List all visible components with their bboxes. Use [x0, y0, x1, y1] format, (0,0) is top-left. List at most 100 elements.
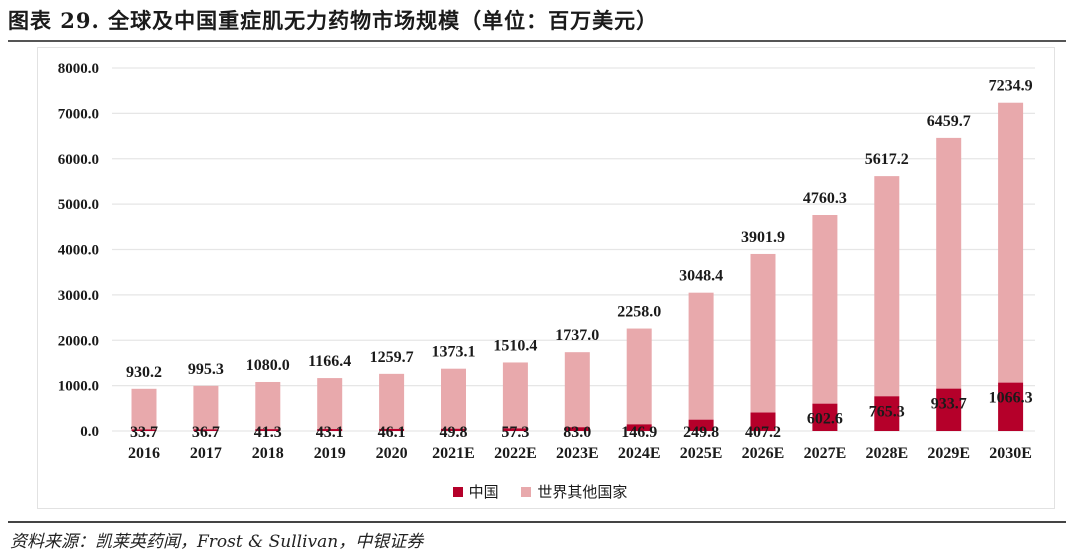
- y-axis-ticks: 0.0 1000.0 2000.0 3000.0 4000.0 5000.0 6000.0 7…: [58, 61, 99, 440]
- bar-segment-rest-of-world: [688, 292, 714, 420]
- china-value-label: 765.3: [869, 403, 905, 420]
- x-tick-label: 2026E: [742, 445, 785, 462]
- bar-segment-rest-of-world: [564, 352, 590, 428]
- bar-segment-china: [812, 403, 838, 431]
- legend: 中国 世界其他国家: [0, 481, 1080, 502]
- bar-segment-china: [874, 396, 900, 431]
- china-value-label: 46.1: [378, 424, 406, 441]
- y-tick-label: 6000.0: [58, 152, 99, 168]
- bar-segment-rest-of-world: [502, 362, 528, 429]
- x-tick-label: 2029E: [927, 445, 970, 462]
- china-value-label: 407.2: [745, 424, 781, 441]
- total-value-label: 6459.7: [927, 113, 971, 130]
- data-labels: 930.2 33.7 995.3 36.7 1080.0 41.3 1166.4 43.1 12…: [126, 78, 1033, 441]
- y-tick-label: 5000.0: [58, 197, 99, 213]
- legend-label-rest-of-world: 世界其他国家: [537, 483, 628, 501]
- x-tick-label: 2027E: [804, 445, 847, 462]
- legend-swatch-rest-of-world: [521, 486, 532, 497]
- x-tick-label: 2019: [314, 445, 346, 462]
- total-value-label: 995.3: [188, 361, 224, 378]
- china-value-label: 49.8: [440, 424, 468, 441]
- china-value-label: 57.3: [501, 424, 529, 441]
- bar-segment-china: [441, 428, 466, 431]
- x-tick-label: 2021E: [432, 445, 475, 462]
- china-value-label: 43.1: [316, 424, 344, 441]
- legend-label-china: 中国: [468, 483, 499, 501]
- total-value-label: 1166.4: [308, 353, 351, 370]
- china-value-label: 602.6: [807, 411, 843, 428]
- total-value-label: 1259.7: [370, 349, 414, 366]
- x-tick-label: 2028E: [865, 445, 908, 462]
- china-value-label: 146.9: [621, 424, 657, 441]
- chart-title: 图表 29. 全球及中国重症肌无力药物市场规模（单位：百万美元）: [8, 8, 659, 33]
- y-tick-label: 2000.0: [58, 333, 99, 349]
- legend-item-rest-of-world: 世界其他国家: [521, 481, 627, 502]
- y-tick-label: 7000.0: [58, 106, 99, 122]
- x-tick-label: 2023E: [556, 445, 599, 462]
- total-value-label: 1080.0: [246, 357, 290, 374]
- bar-segment-rest-of-world: [193, 385, 219, 430]
- bar-segment-rest-of-world: [255, 381, 281, 430]
- china-value-label: 41.3: [254, 424, 282, 441]
- bar-segment-china: [750, 412, 776, 431]
- bar-segment-rest-of-world: [379, 373, 405, 429]
- y-tick-label: 1000.0: [58, 379, 99, 395]
- title-divider: [8, 40, 1066, 42]
- bar-segment-china: [255, 429, 281, 431]
- bars: [131, 102, 1024, 431]
- total-value-label: 1373.1: [432, 344, 476, 361]
- x-tick-label: 2018: [252, 445, 284, 462]
- china-value-label: 83.0: [563, 424, 591, 441]
- y-tick-label: 3000.0: [58, 288, 99, 304]
- total-value-label: 4760.3: [803, 190, 847, 207]
- x-tick-label: 2017: [190, 445, 222, 462]
- x-axis-ticks: 2016 2017 2018 2019 2020 2021E 2022E 2023E 2024E…: [128, 445, 1032, 462]
- x-tick-label: 2030E: [989, 445, 1032, 462]
- bar-segment-china: [379, 428, 405, 431]
- total-value-label: 7234.9: [989, 78, 1033, 95]
- chart-frame: [37, 47, 1055, 509]
- bar-segment-rest-of-world: [812, 215, 838, 404]
- total-value-label: 930.2: [126, 364, 162, 381]
- china-value-label: 1066.3: [989, 390, 1033, 407]
- total-value-label: 2258.0: [617, 304, 661, 321]
- bar-segment-china: [688, 419, 714, 431]
- x-tick-label: 2022E: [494, 445, 537, 462]
- total-value-label: 3048.4: [679, 268, 723, 285]
- x-tick-label: 2024E: [618, 445, 661, 462]
- bar-segment-rest-of-world: [317, 378, 343, 430]
- y-tick-label: 8000.0: [58, 61, 99, 77]
- bar-segment-rest-of-world: [441, 368, 466, 429]
- total-value-label: 5617.2: [865, 151, 909, 168]
- bar-segment-rest-of-world: [131, 388, 157, 430]
- bar-segment-rest-of-world: [626, 328, 652, 425]
- legend-item-china: 中国: [452, 481, 499, 502]
- legend-swatch-china: [452, 486, 463, 497]
- x-tick-label: 2025E: [680, 445, 723, 462]
- bar-segment-rest-of-world: [750, 253, 776, 413]
- china-value-label: 249.8: [683, 424, 719, 441]
- china-value-label: 933.7: [931, 396, 967, 413]
- bar-segment-china: [936, 388, 962, 431]
- y-tick-label: 0.0: [80, 424, 99, 440]
- x-tick-label: 2020: [376, 445, 408, 462]
- bar-segment-rest-of-world: [936, 137, 962, 389]
- china-value-label: 36.7: [192, 424, 220, 441]
- total-value-label: 1510.4: [493, 337, 537, 354]
- source-note: 资料来源：凯莱英药闻，Frost & Sullivan，中银证券: [10, 532, 424, 552]
- china-value-label: 33.7: [130, 424, 158, 441]
- footer-divider: [8, 521, 1066, 523]
- y-tick-label: 4000.0: [58, 243, 99, 259]
- total-value-label: 3901.9: [741, 229, 785, 246]
- bar-segment-rest-of-world: [998, 102, 1024, 383]
- x-tick-label: 2016: [128, 445, 160, 462]
- bar-segment-china: [193, 429, 219, 431]
- bar-segment-rest-of-world: [874, 176, 900, 397]
- total-value-label: 1737.0: [555, 327, 599, 344]
- bar-segment-china: [998, 382, 1024, 431]
- bar-segment-china: [131, 429, 157, 431]
- bar-segment-china: [626, 424, 652, 431]
- bar-segment-china: [502, 428, 528, 431]
- bar-segment-china: [564, 427, 590, 431]
